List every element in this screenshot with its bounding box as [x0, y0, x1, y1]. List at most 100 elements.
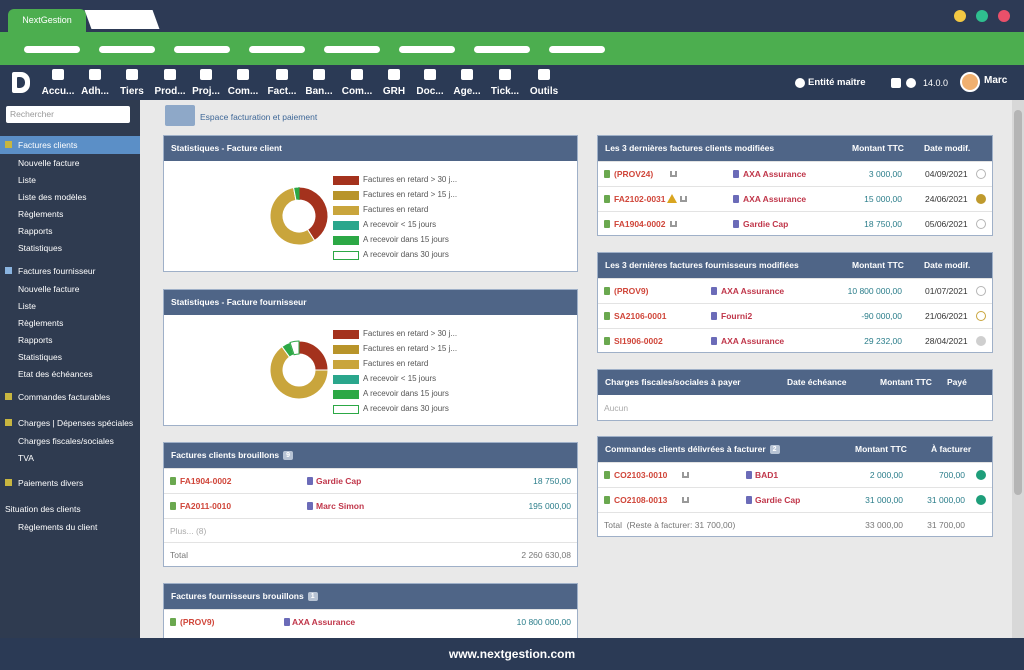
company-icon: [733, 220, 739, 228]
window-dot[interactable]: [976, 10, 988, 22]
download-icon[interactable]: [670, 171, 677, 177]
help-icon[interactable]: [906, 78, 916, 88]
download-icon[interactable]: [682, 472, 689, 478]
company-name[interactable]: Gardie Cap: [755, 495, 801, 505]
bookmark-pill[interactable]: [249, 46, 305, 53]
window-dot[interactable]: [998, 10, 1010, 22]
company-name[interactable]: Gardie Cap: [316, 476, 362, 486]
invoice-ref[interactable]: SA2106-0001: [614, 311, 667, 321]
menu-group[interactable]: Paiements divers: [18, 478, 84, 488]
menu-item[interactable]: Statistiques: [18, 243, 62, 253]
menu-item[interactable]: Règlements du client: [18, 522, 98, 532]
nav-item[interactable]: Ban...: [305, 86, 333, 97]
print-icon[interactable]: [891, 78, 901, 88]
bookmark-pill[interactable]: [399, 46, 455, 53]
nav-item[interactable]: Age...: [453, 86, 481, 97]
company-name[interactable]: Gardie Cap: [743, 219, 789, 229]
nav-item[interactable]: Com...: [227, 86, 259, 97]
menu-group[interactable]: Factures clients: [18, 140, 78, 150]
menu-item[interactable]: Règlements: [18, 318, 64, 328]
nav-item[interactable]: GRH: [382, 86, 406, 97]
status-dot: [976, 169, 986, 179]
legend-label: Factures en retard: [363, 359, 429, 368]
order-ref[interactable]: CO2108-0013: [614, 495, 668, 505]
menu-group[interactable]: Charges | Dépenses spéciales: [18, 418, 134, 428]
table-row: SA2106-0001 Fourni2 -90 000,00 21/06/2021: [598, 303, 992, 328]
menu-item[interactable]: Rapports: [18, 335, 53, 345]
company-icon: [733, 170, 739, 178]
app-tab[interactable]: NextGestion: [8, 9, 86, 32]
doc-icon: [604, 195, 610, 203]
logo-inner: [17, 77, 25, 88]
nav-item[interactable]: Outils: [529, 86, 559, 97]
nav-item[interactable]: Doc...: [416, 86, 444, 97]
top-nav: Accu... Adh... Tiers Prod... Proj... Com... Fa…: [0, 65, 1024, 100]
invoice-ref[interactable]: FA2102-0031: [614, 194, 666, 204]
download-icon[interactable]: [682, 497, 689, 503]
company-name[interactable]: AXA Assurance: [721, 286, 785, 296]
invoice-ref[interactable]: FA1904-0002: [180, 476, 232, 486]
user-menu[interactable]: Marc: [984, 75, 1008, 86]
invoice-ref[interactable]: FA2011-0010: [180, 501, 232, 511]
download-icon[interactable]: [680, 196, 687, 202]
breadcrumb[interactable]: Espace facturation et paiement: [200, 112, 318, 122]
menu-group[interactable]: Factures fournisseur: [18, 266, 96, 276]
doc-icon: [604, 337, 610, 345]
search-box[interactable]: Rechercher: [6, 106, 130, 123]
company-name[interactable]: AXA Assurance: [743, 169, 807, 179]
window-dot[interactable]: [954, 10, 966, 22]
download-icon[interactable]: [670, 221, 677, 227]
table-row: Total (Reste à facturer: 31 700,00) 33 00…: [598, 512, 992, 537]
company-name[interactable]: BAD1: [755, 470, 779, 480]
company-name[interactable]: AXA Assurance: [721, 336, 785, 346]
bookmark-pill[interactable]: [24, 46, 80, 53]
menu-item[interactable]: TVA: [18, 453, 34, 463]
menu-item[interactable]: Etat des échéances: [18, 369, 93, 379]
invoice-ref[interactable]: FA1904-0002: [614, 219, 666, 229]
nav-item[interactable]: Tiers: [120, 86, 144, 97]
bookmark-pill[interactable]: [99, 46, 155, 53]
nav-item[interactable]: Com...: [341, 86, 373, 97]
scroll-thumb[interactable]: [1014, 110, 1022, 495]
doc-icon: [170, 502, 176, 510]
avatar[interactable]: [960, 72, 980, 92]
entity-selector[interactable]: Entité maître: [808, 77, 866, 88]
nav-item[interactable]: Fact...: [267, 86, 297, 97]
menu-item[interactable]: Règlements: [18, 209, 64, 219]
company-name[interactable]: AXA Assurance: [743, 194, 807, 204]
company-name[interactable]: Fourni2: [721, 311, 753, 321]
menu-item[interactable]: Statistiques: [18, 352, 62, 362]
menu-item[interactable]: Charges fiscales/sociales: [18, 436, 114, 446]
nav-item[interactable]: Prod...: [154, 86, 186, 97]
order-ref[interactable]: CO2103-0010: [614, 470, 668, 480]
bookmark-pill[interactable]: [174, 46, 230, 53]
invoice-ref[interactable]: SI1906-0002: [614, 336, 663, 346]
nav-icon: [237, 69, 249, 80]
bookmark-pill[interactable]: [549, 46, 605, 53]
nav-item[interactable]: Adh...: [81, 86, 109, 97]
menu-item[interactable]: Rapports: [18, 226, 53, 236]
menu-item[interactable]: Liste: [18, 301, 36, 311]
bookmark-pill[interactable]: [474, 46, 530, 53]
panel: Les 3 dernières factures clients modifié…: [597, 135, 993, 236]
menu-item[interactable]: Liste: [18, 175, 36, 185]
nav-item[interactable]: Accu...: [41, 86, 75, 97]
invoice-ref[interactable]: (PROV24): [614, 169, 654, 179]
company-name[interactable]: AXA Assurance: [292, 617, 356, 627]
panel-title: Statistiques - Facture client: [171, 143, 282, 153]
invoice-ref[interactable]: (PROV9): [614, 286, 649, 296]
invoice-ref[interactable]: (PROV9): [180, 617, 215, 627]
menu-item[interactable]: Nouvelle facture: [18, 284, 80, 294]
nav-item[interactable]: Proj...: [192, 86, 220, 97]
menu-group[interactable]: Situation des clients: [5, 504, 81, 514]
total-amount: 33 000,00: [865, 520, 903, 530]
menu-item[interactable]: Nouvelle facture: [18, 158, 80, 168]
scrollbar[interactable]: [1012, 100, 1024, 638]
menu-group[interactable]: Commandes facturables: [18, 392, 111, 402]
more-link[interactable]: Plus... (8): [170, 526, 207, 536]
company-name[interactable]: Marc Simon: [316, 501, 365, 511]
menu-item[interactable]: Liste des modèles: [18, 192, 87, 202]
doc-icon: [170, 618, 176, 626]
bookmark-pill[interactable]: [324, 46, 380, 53]
nav-item[interactable]: Tick...: [490, 86, 520, 97]
